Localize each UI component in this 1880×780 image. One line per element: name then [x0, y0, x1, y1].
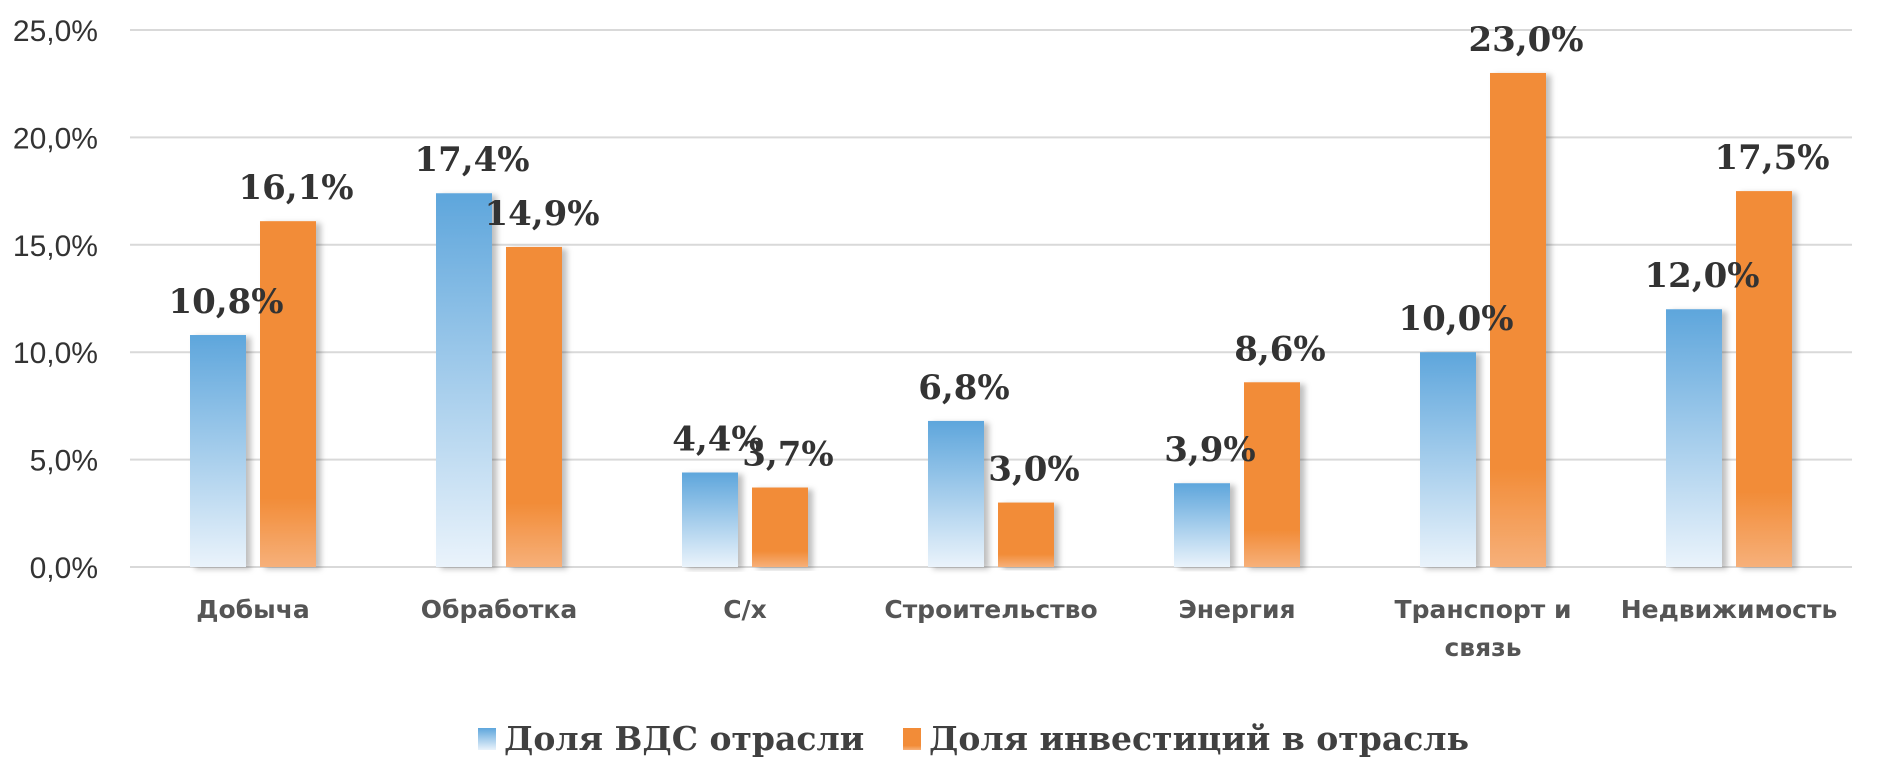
bar-vds [1420, 352, 1476, 567]
category-label: Обработка [421, 595, 577, 624]
data-label: 12,0% [1644, 256, 1759, 296]
category-label: Транспорт и связь [1395, 595, 1572, 662]
legend: Доля ВДС отрасли Доля инвестиций в отрасл… [478, 719, 1469, 758]
y-tick-label: 25,0% [13, 15, 98, 48]
category-label: Добыча [196, 595, 310, 624]
legend-swatch [478, 728, 496, 750]
data-label: 17,5% [1714, 138, 1829, 178]
bars [190, 72, 1792, 568]
legend-label: Доля ВДС отрасли [504, 719, 864, 758]
category-label: Недвижимость [1621, 595, 1838, 624]
bar-investment [998, 502, 1054, 567]
bar-investment [260, 221, 316, 567]
bar-investment [1736, 191, 1792, 567]
bar-investment [1244, 382, 1300, 567]
data-label: 8,6% [1234, 329, 1325, 369]
bar-vds [1666, 309, 1722, 567]
data-label: 10,0% [1398, 299, 1513, 339]
bar-investment [506, 246, 562, 567]
y-tick-label: 10,0% [13, 337, 98, 370]
data-label: 23,0% [1468, 20, 1583, 60]
y-axis-ticks: 0,0% 5,0% 10,0% 15,0% 20,0% 25,0% [13, 15, 98, 585]
y-tick-label: 5,0% [30, 445, 98, 478]
data-label: 4,4% [672, 419, 763, 459]
bar-vds [928, 420, 984, 567]
data-labels: 10,8% 16,1% 17,4% 14,9% 4,4%3,7% 6,8% 3,0% 3,9%… [168, 20, 1829, 490]
data-label: 17,4% [414, 140, 529, 180]
bar-investment [752, 487, 808, 567]
legend-swatch [903, 728, 921, 750]
bar-vds [190, 335, 246, 567]
x-axis-categories: Добыча Обработка С/х Строительство Энергия Тр… [196, 595, 1837, 662]
legend-label: Доля инвестиций в отрасль [929, 719, 1469, 758]
category-label: С/х [723, 595, 767, 624]
category-label: Строительство [884, 595, 1097, 624]
data-label: 3,7% [742, 435, 833, 475]
data-label: 10,8% [168, 282, 283, 322]
bar-vds [436, 193, 492, 568]
data-label: 16,1% [238, 168, 353, 208]
data-label: 3,0% [988, 450, 1079, 490]
category-label: Энергия [1178, 595, 1295, 624]
data-label: 14,9% [484, 194, 599, 234]
y-tick-label: 0,0% [30, 552, 98, 585]
bar-vds [682, 472, 738, 567]
data-label: 6,8% [918, 368, 1009, 408]
bar-investment [1490, 72, 1546, 568]
bar-vds [1174, 483, 1230, 567]
gridlines [130, 29, 1852, 568]
y-tick-label: 20,0% [13, 122, 98, 155]
data-label: 3,9% [1164, 430, 1255, 470]
y-tick-label: 15,0% [13, 230, 98, 263]
